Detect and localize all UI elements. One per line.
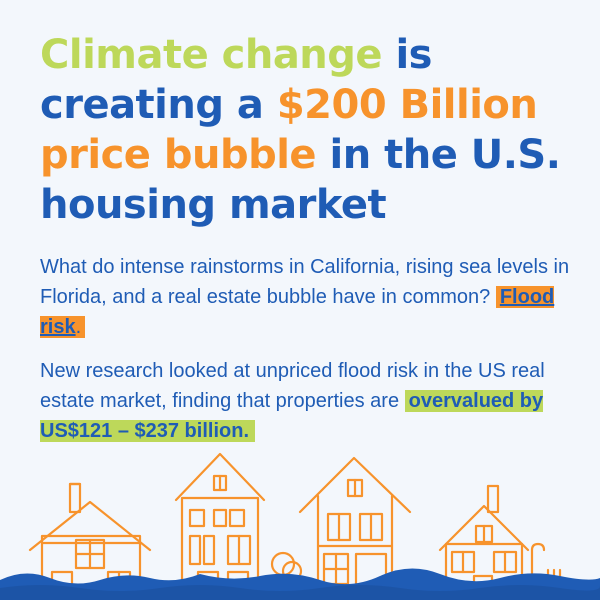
intro-text: What do intense rainstorms in California… (40, 256, 570, 308)
house-icon (28, 482, 152, 600)
flood-risk-suffix: . (75, 316, 82, 338)
headline: Climate change is creating a $200 Billio… (40, 30, 580, 230)
houses-illustration (0, 452, 600, 600)
headline-market: in the U.S. housing market (40, 132, 561, 228)
headline-climate-change: Climate change (40, 32, 383, 78)
intro-paragraph: What do intense rainstorms in California… (40, 252, 580, 342)
headline-price-bubble: $200 Billion price bubble (40, 82, 538, 178)
research-paragraph: New research looked at unpriced flood ri… (40, 356, 580, 446)
research-text: New research looked at unpriced flood ri… (40, 360, 545, 412)
flood-risk-link[interactable]: Flood risk (40, 286, 555, 338)
headline-connector: is creating a (40, 32, 433, 128)
